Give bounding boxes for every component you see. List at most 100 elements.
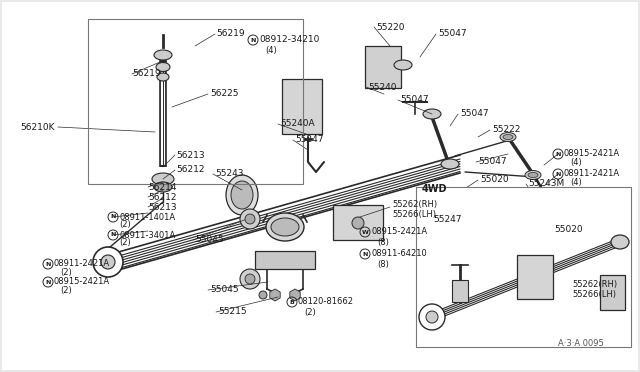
Bar [600, 275, 625, 310]
Text: 56212: 56212 [176, 166, 205, 174]
Bar [88, 19, 303, 184]
Ellipse shape [423, 109, 441, 119]
Ellipse shape [525, 170, 541, 180]
Text: N: N [45, 262, 51, 266]
Text: 55247: 55247 [295, 135, 323, 144]
Circle shape [240, 209, 260, 229]
Text: (2): (2) [119, 238, 131, 247]
Text: N: N [110, 232, 116, 237]
Text: 55045: 55045 [210, 285, 239, 295]
Text: 55240: 55240 [368, 83, 397, 92]
Bar [255, 251, 315, 269]
Text: 08911-2421A: 08911-2421A [54, 260, 110, 269]
Text: 55222: 55222 [492, 125, 520, 135]
Text: 55266(LH): 55266(LH) [392, 209, 436, 218]
Text: N: N [362, 251, 368, 257]
Text: N: N [556, 151, 561, 157]
Ellipse shape [500, 132, 516, 141]
Ellipse shape [441, 159, 459, 169]
Text: 55262(RH): 55262(RH) [392, 199, 437, 208]
Text: 56213: 56213 [148, 202, 177, 212]
Circle shape [419, 304, 445, 330]
Text: 55047: 55047 [478, 157, 507, 167]
Text: W: W [362, 230, 369, 234]
Text: 55045: 55045 [195, 235, 223, 244]
Text: 55262(RH): 55262(RH) [572, 279, 617, 289]
Bar [517, 255, 553, 299]
Text: 55220: 55220 [376, 22, 404, 32]
Text: (4): (4) [570, 177, 582, 186]
Ellipse shape [528, 173, 538, 177]
Ellipse shape [154, 50, 172, 60]
Text: 4WD: 4WD [422, 184, 447, 194]
Bar [333, 205, 383, 240]
Circle shape [93, 247, 123, 277]
Ellipse shape [266, 213, 304, 241]
Text: 08911-1401A: 08911-1401A [119, 212, 175, 221]
Text: N: N [250, 38, 256, 42]
Text: 08915-2421A: 08915-2421A [54, 278, 110, 286]
Ellipse shape [271, 218, 299, 236]
Text: 08915-2421A: 08915-2421A [564, 150, 620, 158]
Ellipse shape [231, 181, 253, 209]
Text: N: N [556, 171, 561, 176]
Text: 56219: 56219 [132, 70, 161, 78]
Text: (8): (8) [377, 260, 389, 269]
Text: 56213: 56213 [176, 151, 205, 160]
Text: 55047: 55047 [438, 29, 467, 38]
Text: (2): (2) [60, 285, 72, 295]
Text: 08911-2421A: 08911-2421A [564, 170, 620, 179]
Text: (2): (2) [119, 221, 131, 230]
Circle shape [352, 217, 364, 229]
Ellipse shape [503, 135, 513, 140]
Ellipse shape [154, 182, 172, 192]
Circle shape [101, 255, 115, 269]
Ellipse shape [394, 60, 412, 70]
Ellipse shape [539, 189, 549, 195]
Text: 55247: 55247 [433, 215, 461, 224]
Ellipse shape [157, 73, 169, 81]
Text: N: N [110, 215, 116, 219]
Text: 56212: 56212 [148, 192, 177, 202]
Bar [416, 187, 631, 347]
Ellipse shape [156, 62, 170, 71]
Text: 56219: 56219 [216, 29, 244, 38]
Text: 08911-3401A: 08911-3401A [119, 231, 175, 240]
Text: 56214: 56214 [148, 183, 177, 192]
Text: (2): (2) [304, 308, 316, 317]
Text: 55243: 55243 [215, 170, 243, 179]
Text: 55047: 55047 [400, 96, 429, 105]
Circle shape [240, 269, 260, 289]
Text: A·3·A 0095: A·3·A 0095 [558, 340, 604, 349]
Text: (4): (4) [570, 157, 582, 167]
Text: (2): (2) [60, 267, 72, 276]
Text: 56210K: 56210K [20, 122, 54, 131]
Text: 55240A: 55240A [280, 119, 315, 128]
Bar [365, 46, 401, 88]
Circle shape [259, 291, 267, 299]
Text: N: N [45, 279, 51, 285]
Text: 56225: 56225 [210, 90, 239, 99]
Text: 55215: 55215 [218, 308, 246, 317]
Text: 55243M: 55243M [528, 180, 564, 189]
Text: 08120-81662: 08120-81662 [298, 298, 354, 307]
Circle shape [245, 274, 255, 284]
Ellipse shape [152, 173, 174, 185]
Text: B: B [289, 299, 294, 305]
Ellipse shape [226, 175, 258, 215]
Text: 55047: 55047 [460, 109, 488, 119]
Text: 08912-34210: 08912-34210 [259, 35, 319, 45]
Text: 08911-64210: 08911-64210 [371, 250, 427, 259]
Ellipse shape [611, 235, 629, 249]
Circle shape [245, 214, 255, 224]
Bar [282, 79, 322, 134]
Bar [452, 280, 468, 302]
Text: 55020: 55020 [480, 176, 509, 185]
Text: 55020: 55020 [554, 225, 582, 234]
Text: (8): (8) [377, 237, 389, 247]
Ellipse shape [536, 187, 552, 196]
Circle shape [426, 311, 438, 323]
Text: 55266(LH): 55266(LH) [572, 289, 616, 298]
Text: 08915-2421A: 08915-2421A [371, 228, 427, 237]
Text: (4): (4) [265, 45, 276, 55]
